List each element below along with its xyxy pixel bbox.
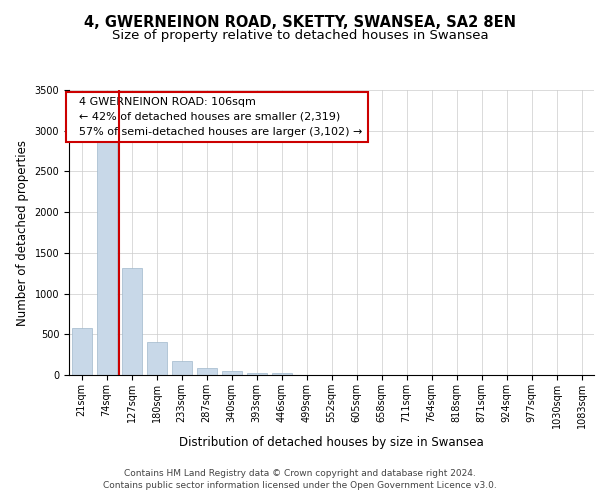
- Text: Size of property relative to detached houses in Swansea: Size of property relative to detached ho…: [112, 30, 488, 43]
- Bar: [97, 135, 116, 375]
- Bar: [271, 372, 292, 375]
- Bar: [221, 372, 241, 375]
- X-axis label: Distribution of detached houses by size in Swansea: Distribution of detached houses by size …: [179, 436, 484, 449]
- Bar: [197, 368, 217, 375]
- Text: 4, GWERNEINON ROAD, SKETTY, SWANSEA, SA2 8EN: 4, GWERNEINON ROAD, SKETTY, SWANSEA, SA2…: [84, 15, 516, 30]
- Text: 4 GWERNEINON ROAD: 106sqm
  ← 42% of detached houses are smaller (2,319)
  57% o: 4 GWERNEINON ROAD: 106sqm ← 42% of detac…: [71, 97, 362, 136]
- Bar: [121, 268, 142, 375]
- Bar: [172, 361, 191, 375]
- Y-axis label: Number of detached properties: Number of detached properties: [16, 140, 29, 326]
- Text: Contains HM Land Registry data © Crown copyright and database right 2024.: Contains HM Land Registry data © Crown c…: [124, 470, 476, 478]
- Bar: [247, 372, 266, 375]
- Bar: [71, 328, 91, 375]
- Text: Contains public sector information licensed under the Open Government Licence v3: Contains public sector information licen…: [103, 480, 497, 490]
- Bar: [146, 342, 167, 375]
